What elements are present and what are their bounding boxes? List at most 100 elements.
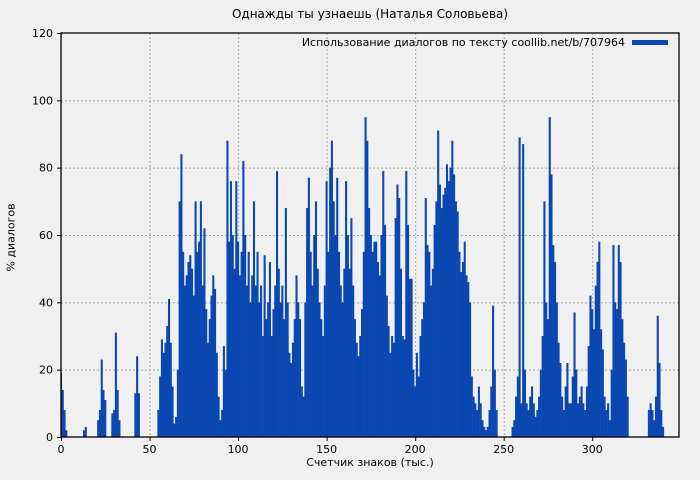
bar [113,410,116,437]
bar [235,181,238,437]
bar [194,201,197,437]
bar [343,268,346,437]
bar [299,319,302,437]
bar [201,285,204,437]
bar [205,309,208,437]
bar [300,386,303,437]
bar [226,140,229,437]
bar [534,416,537,437]
bar [274,285,277,437]
bar [348,268,351,437]
bar [515,396,518,437]
bar [584,410,587,437]
bar [189,255,192,437]
bar [265,319,268,437]
x-tick-label: 300 [582,443,603,456]
bar [453,174,456,437]
bar [191,268,194,437]
bar [268,261,271,437]
bar [463,241,466,437]
bar [396,184,399,437]
bar [277,268,280,437]
bar [178,201,181,437]
bar [251,275,254,437]
bar [562,410,565,437]
bar [654,396,658,437]
bar [318,302,321,437]
bar [529,396,532,437]
bar [118,420,121,437]
chart-title: Однажды ты узнаешь (Наталья Соловьева) [231,7,509,21]
bar [293,319,296,437]
x-tick-label: 100 [228,443,249,456]
bar [493,369,496,437]
bar [325,181,328,437]
bar [474,403,477,437]
bar [375,241,378,437]
bar [330,140,333,437]
bar [624,359,627,437]
bar [260,285,263,437]
bar [183,285,186,437]
bar [522,144,525,437]
bar [217,396,220,437]
bar [566,362,569,437]
bar [199,201,202,437]
bar [219,420,222,437]
bar [320,319,323,437]
bar [623,342,626,437]
bar [538,396,541,437]
bar [541,336,544,437]
bar [295,275,298,437]
bar [366,140,369,437]
bar [621,319,624,437]
bar [171,386,174,437]
bar [536,410,539,437]
bar [451,140,454,437]
bar [313,235,316,437]
bar [283,319,286,437]
bar [608,420,611,437]
bar [336,177,339,437]
bar [314,201,318,437]
bar [617,245,620,437]
bar [550,174,553,437]
bar [182,251,185,437]
bar [458,251,461,437]
bar [444,187,447,437]
bar [591,309,594,437]
y-tick-label: 40 [39,296,53,309]
bar [297,302,300,437]
bar [518,137,521,437]
bar [309,251,312,437]
bar [116,389,119,437]
bar [561,396,564,437]
bar [242,160,245,437]
bar [615,309,619,437]
bar [422,302,426,437]
bar [111,413,114,437]
bar [405,171,408,438]
bar [554,261,557,437]
bar [469,302,472,437]
y-axis-label: % диалогов [4,203,18,272]
bar [435,201,438,437]
bar [619,261,622,437]
bar [520,403,523,437]
legend-swatch-icon [632,40,668,45]
x-tick-label: 50 [143,443,157,456]
bar [275,171,279,438]
bar [477,386,480,437]
bar [353,319,356,437]
bar [495,410,498,437]
bar [585,386,588,437]
bar [438,184,441,437]
bar [545,302,548,437]
bar [658,362,661,437]
bar [470,376,473,437]
bar [224,369,227,437]
bar [483,426,486,437]
bar [410,278,413,437]
bar [417,376,420,437]
bar [605,410,608,437]
